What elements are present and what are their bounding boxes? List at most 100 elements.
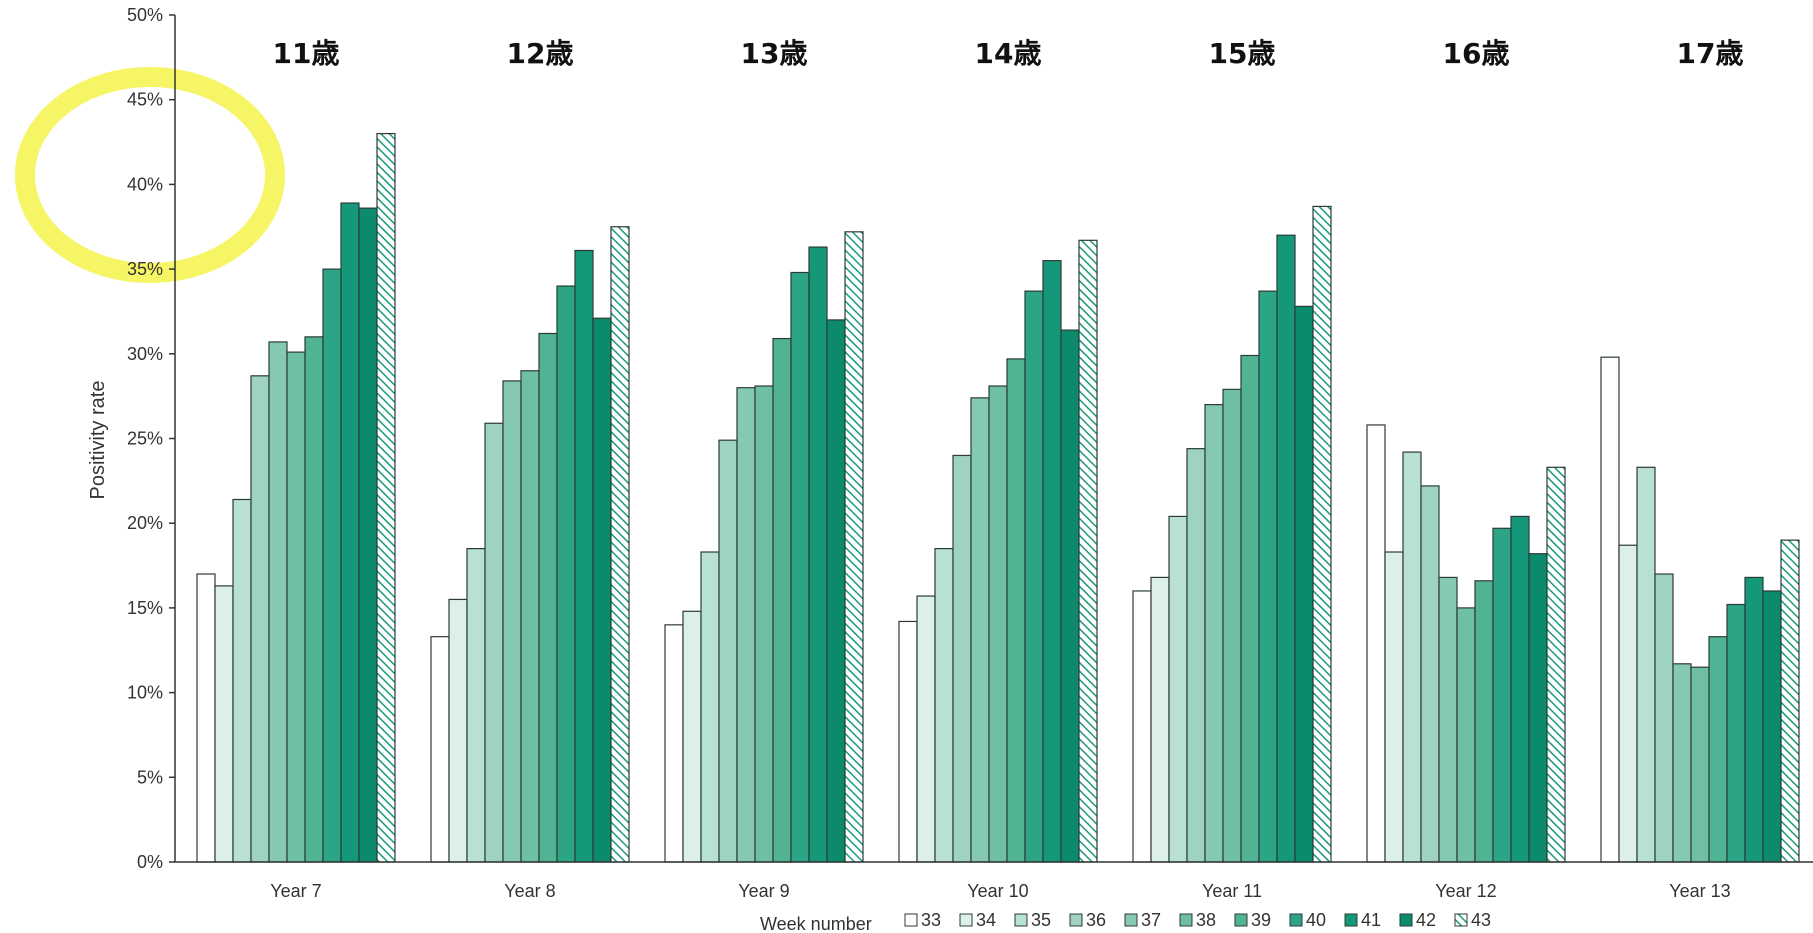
bar-year-11-week-38	[1222, 388, 1242, 863]
bar-year-11-week-36	[1186, 448, 1206, 863]
x-axis: Year 7 Year 8 Year 9 Year 10 Year 11 Year 12 Y…	[175, 861, 1813, 901]
bar-year-9-week-38	[754, 385, 774, 863]
bar-year-13-week-33	[1600, 356, 1620, 863]
legend-swatch-week-33	[904, 913, 918, 927]
x-category-label: Year 7	[270, 881, 321, 901]
bar-year-9-week-35	[700, 551, 720, 863]
bar-year-12-week-36	[1420, 485, 1440, 863]
y-tick-label: 5%	[137, 767, 163, 787]
bar-year-13-week-35	[1636, 466, 1656, 863]
x-category-label: Year 11	[1202, 881, 1262, 901]
x-category-label: Year 10	[967, 881, 1028, 901]
age-label: 14歳	[975, 37, 1042, 70]
bar-year-7-week-40	[322, 268, 342, 863]
bar-year-7-week-41	[340, 202, 360, 863]
bar-year-9-week-36	[718, 439, 738, 863]
y-axis-title: Positivity rate	[87, 381, 109, 500]
bar-year-10-week-43	[1078, 239, 1098, 863]
age-label: 13歳	[741, 37, 808, 70]
y-tick-label: 25%	[127, 429, 163, 449]
bar-year-11-week-39	[1240, 354, 1260, 863]
bar-year-13-week-41	[1744, 576, 1764, 863]
bar-year-7-week-42	[358, 207, 378, 863]
bar-year-9-week-39	[772, 337, 792, 863]
bar-year-8-week-35	[466, 548, 486, 863]
bar-year-9-week-42	[826, 319, 846, 863]
bar-year-8-week-33	[430, 636, 450, 863]
bars	[196, 132, 1800, 863]
legend-label-week-39: 39	[1251, 910, 1271, 930]
bar-year-11-week-37	[1204, 404, 1224, 863]
bar-year-7-week-35	[232, 498, 252, 863]
bar-year-8-week-39	[538, 332, 558, 863]
legend-label-week-38: 38	[1196, 910, 1216, 930]
bar-year-11-week-35	[1168, 515, 1188, 863]
bar-year-8-week-42	[592, 317, 612, 863]
legend-swatch-week-39	[1234, 913, 1248, 927]
age-label: 17歳	[1677, 37, 1744, 70]
bar-year-10-week-38	[988, 385, 1008, 863]
bar-year-13-week-39	[1708, 636, 1728, 863]
bar-year-9-week-40	[790, 271, 810, 863]
bar-year-7-week-33	[196, 573, 216, 863]
legend-label-week-40: 40	[1306, 910, 1326, 930]
age-label: 11歳	[273, 37, 340, 70]
age-label: 12歳	[507, 37, 574, 70]
bar-year-7-week-43	[376, 132, 396, 863]
y-tick-label: 45%	[127, 90, 163, 110]
y-tick-label: 30%	[127, 344, 163, 364]
legend-label-week-43: 43	[1471, 910, 1491, 930]
bar-year-8-week-36	[484, 422, 504, 863]
bar-year-13-week-40	[1726, 603, 1746, 863]
bar-year-12-week-35	[1402, 451, 1422, 863]
bar-year-7-week-34	[214, 585, 234, 863]
bar-year-13-week-34	[1618, 544, 1638, 863]
y-tick-label: 15%	[127, 598, 163, 618]
bar-year-8-week-34	[448, 598, 468, 863]
legend-label-week-42: 42	[1416, 910, 1436, 930]
bar-year-12-week-33	[1366, 424, 1386, 863]
y-tick-label: 50%	[127, 5, 163, 25]
legend: Week number 33 34 35 36 37 38 39 40 41 42 43	[760, 910, 1491, 933]
bar-year-13-week-36	[1654, 573, 1674, 863]
bar-year-11-week-33	[1132, 590, 1152, 863]
legend-swatch-week-41	[1344, 913, 1358, 927]
bar-year-11-week-41	[1276, 234, 1296, 863]
bar-year-9-week-43	[844, 231, 864, 863]
bar-year-12-week-42	[1528, 553, 1548, 863]
bar-year-12-week-43	[1546, 466, 1566, 863]
bar-year-7-week-38	[286, 351, 306, 863]
bar-year-12-week-40	[1492, 527, 1512, 863]
bar-year-13-week-43	[1780, 539, 1800, 863]
bar-year-13-week-38	[1690, 666, 1710, 863]
y-tick-label: 0%	[137, 852, 163, 872]
y-tick-label: 10%	[127, 683, 163, 703]
legend-swatch-week-36	[1069, 913, 1083, 927]
bar-year-12-week-41	[1510, 515, 1530, 863]
bar-year-12-week-39	[1474, 580, 1494, 863]
legend-label-week-36: 36	[1086, 910, 1106, 930]
bar-year-10-week-35	[934, 548, 954, 863]
bar-year-10-week-41	[1042, 260, 1062, 863]
bar-year-8-week-37	[502, 380, 522, 863]
legend-label-week-33: 33	[921, 910, 941, 930]
bar-year-8-week-41	[574, 249, 594, 863]
bar-year-13-week-42	[1762, 590, 1782, 863]
bar-year-11-week-40	[1258, 290, 1278, 863]
bar-year-8-week-38	[520, 370, 540, 863]
highlight-circle	[15, 67, 285, 283]
bar-year-11-week-42	[1294, 305, 1314, 863]
bar-year-13-week-37	[1672, 663, 1692, 863]
bar-year-9-week-37	[736, 387, 756, 863]
x-category-label: Year 8	[504, 881, 555, 901]
legend-label-week-34: 34	[976, 910, 996, 930]
age-label: 16歳	[1443, 37, 1510, 70]
legend-label-week-37: 37	[1141, 910, 1161, 930]
bar-year-10-week-37	[970, 397, 990, 863]
y-tick-label: 20%	[127, 513, 163, 533]
y-tick-label: 35%	[127, 259, 163, 279]
x-category-label: Year 12	[1435, 881, 1496, 901]
bar-year-12-week-37	[1438, 576, 1458, 863]
bar-year-8-week-43	[610, 226, 630, 863]
